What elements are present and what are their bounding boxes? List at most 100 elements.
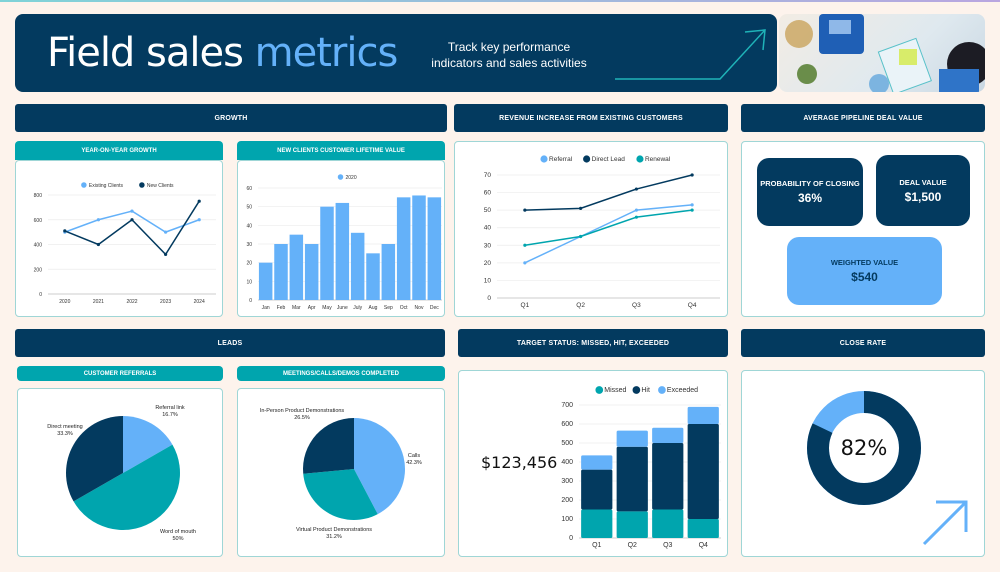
data-point (634, 215, 638, 219)
legend-label: Referral (549, 156, 573, 163)
referrals-card: Referral link 16.7% Word of mouth 50% Direct… (17, 388, 223, 557)
section-target: TARGET STATUS: MISSED, HIT, EXCEEDED (458, 329, 728, 357)
data-point (164, 230, 168, 234)
y-tick-label: 20 (246, 261, 252, 267)
x-tick-label: Mar (292, 305, 301, 311)
x-tick-label: Q3 (663, 542, 672, 549)
data-point (164, 252, 168, 256)
legend-marker (81, 182, 87, 188)
x-tick-label: Oct (400, 305, 408, 311)
x-tick-label: Feb (277, 305, 286, 311)
x-tick-label: 2024 (194, 299, 205, 305)
y-tick-label: 300 (561, 478, 573, 485)
legend-marker (540, 155, 548, 163)
legend-marker (139, 182, 145, 188)
target-total: $123,456 (481, 453, 558, 472)
pie-slice (354, 418, 405, 515)
target-stacked-bar-chart: 0 100 200 300 400 500 600 700 Q1 Q2 Q3 Q4 Missed Hit E… (561, 386, 721, 549)
x-tick-label: Q4 (688, 302, 697, 309)
legend-label: Direct Lead (592, 156, 626, 163)
y-tick-label: 50 (246, 205, 252, 211)
revenue-chart-card: 0 10 20 30 40 50 60 70 Q1 Q2 Q3 Q4 Referral Direct Le… (454, 141, 728, 317)
pie-slice (65, 416, 123, 502)
data-point (523, 243, 527, 247)
data-point (130, 218, 134, 222)
close-rate-donut (807, 391, 921, 505)
top-accent-line (0, 0, 1000, 2)
bar (616, 430, 648, 447)
pie-percent: 16.7% (162, 412, 178, 418)
bar (350, 232, 365, 300)
x-tick-label: June (337, 305, 348, 311)
series-line (64, 210, 200, 233)
target-card: $123,456 0 100 200 300 400 500 600 700 Q1 Q2 Q3 Q4 M… (458, 370, 728, 557)
bar (274, 244, 288, 300)
pie-slice (303, 418, 354, 474)
y-tick-label: 50 (484, 207, 492, 214)
data-point (579, 234, 583, 239)
deal-value-box: DEAL VALUE $1,500 (876, 155, 970, 226)
revenue-line-chart: 0 10 20 30 40 50 60 70 Q1 Q2 Q3 Q4 Referral Direct Le… (484, 155, 720, 309)
legend-label: Missed (604, 387, 626, 394)
pie-slice (73, 444, 180, 530)
data-point (690, 208, 694, 212)
x-tick-label: 2021 (93, 299, 104, 305)
close-rate-card: 82% (741, 370, 985, 557)
bar (652, 509, 684, 538)
y-tick-label: 30 (484, 242, 492, 249)
header-banner: Field sales metrics Track key performanc… (15, 14, 777, 92)
x-tick-label: 2020 (59, 299, 70, 305)
pie-label: Referral link (155, 405, 185, 411)
bar (304, 244, 319, 300)
series-line (524, 204, 693, 264)
bar (412, 195, 426, 300)
section-leads: LEADS (15, 329, 445, 357)
data-point (690, 173, 694, 177)
yoy-chart-card: 0 200 400 600 800 2020 2021 2022 2023 2024 Existin… (15, 160, 223, 317)
x-tick-label: Q2 (628, 542, 637, 549)
data-point (523, 208, 527, 212)
x-tick-label: Sep (384, 305, 393, 311)
y-tick-label: 40 (246, 223, 252, 229)
ltv-chart-card: 0 10 20 30 40 50 60 Jan Feb Mar Apr May June July Aug S… (237, 160, 445, 317)
pie-percent: 33.3% (57, 431, 73, 437)
series-line (524, 174, 693, 211)
data-point (96, 242, 100, 247)
pie-percent: 26.5% (294, 415, 310, 421)
legend-label: 2020 (346, 175, 357, 181)
data-point (634, 187, 638, 191)
pie-percent: 42.3% (406, 460, 422, 466)
y-tick-label: 60 (484, 190, 492, 197)
data-point (634, 208, 638, 212)
data-point (96, 218, 100, 222)
y-tick-label: 100 (561, 516, 573, 523)
ltv-bar-chart: 0 10 20 30 40 50 60 Jan Feb Mar Apr May June July Aug S… (246, 174, 442, 311)
legend-label: Existing Clients (89, 183, 124, 189)
y-tick-label: 500 (561, 440, 573, 447)
y-tick-label: 60 (246, 186, 252, 192)
bar (616, 511, 648, 538)
office-desk-image (785, 14, 985, 92)
x-tick-label: Q3 (632, 302, 641, 309)
probability-box: PROBABILITY OF CLOSING 36% (757, 158, 863, 226)
subsection-yoy: YEAR-ON-YEAR GROWTH (15, 141, 223, 160)
bar (652, 427, 684, 443)
bar (320, 206, 334, 300)
bar (581, 455, 613, 470)
data-point (130, 209, 134, 213)
subsection-meetings: MEETINGS/CALLS/DEMOS COMPLETED (237, 366, 445, 381)
y-tick-label: 0 (249, 298, 252, 304)
legend-marker (632, 386, 641, 394)
legend-label: Renewal (645, 156, 671, 163)
y-tick-label: 0 (39, 292, 42, 298)
bar (427, 197, 442, 300)
donut-progress (807, 391, 921, 505)
y-tick-label: 800 (34, 193, 43, 199)
bar (687, 519, 719, 538)
pie-slice (123, 416, 173, 473)
y-tick-label: 10 (246, 279, 252, 285)
pie-slice (303, 469, 378, 520)
y-tick-label: 20 (484, 260, 492, 267)
legend-label: New Clients (147, 183, 174, 189)
x-tick-label: 2022 (126, 299, 137, 305)
